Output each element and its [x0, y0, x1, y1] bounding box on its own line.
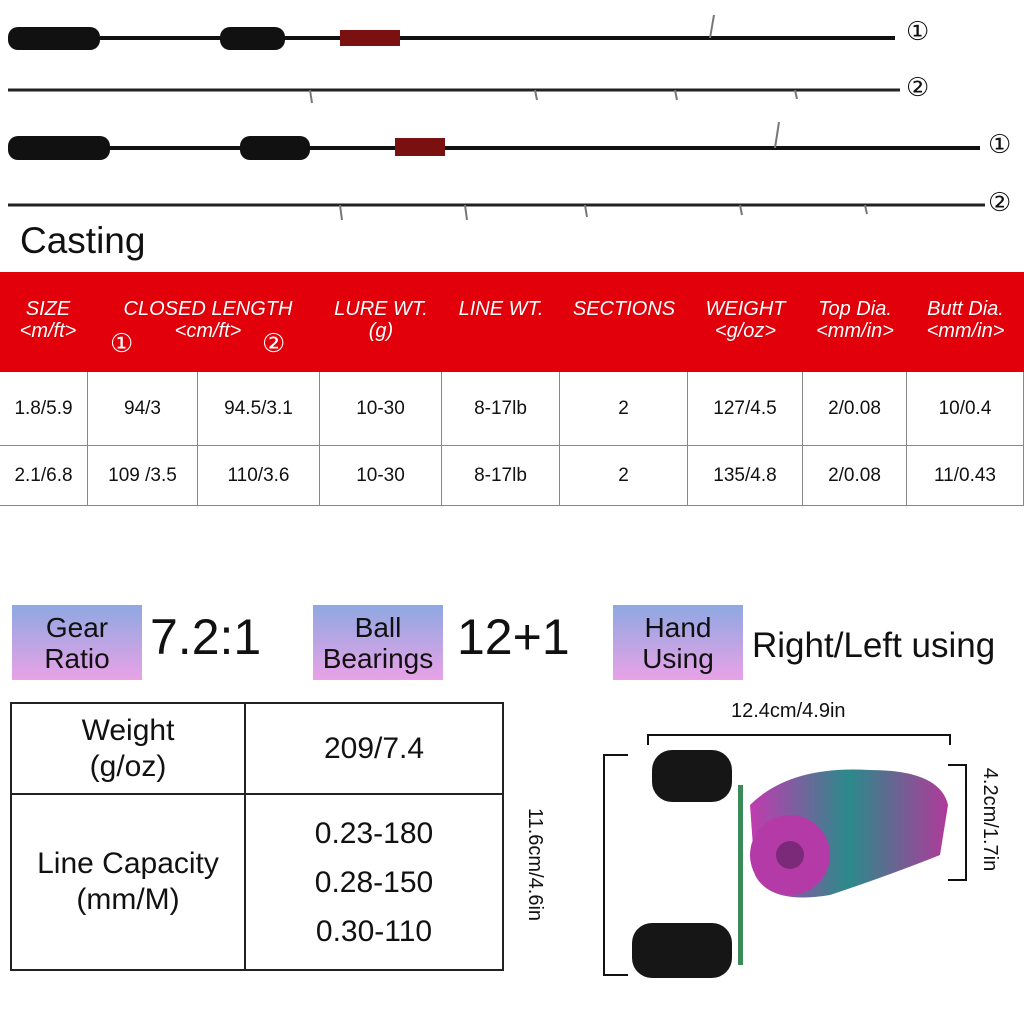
table-cell: 94/3: [88, 372, 198, 446]
header-cell: CLOSED LENGTH <cm/ft>: [96, 298, 320, 342]
label-line: (mm/M): [76, 883, 180, 916]
rod-label: ①: [988, 129, 1012, 159]
feature-label: Bearings: [322, 642, 434, 674]
table-cell: 127/4.5: [688, 372, 803, 446]
feature-label: Ball: [354, 611, 402, 643]
rod: [8, 203, 985, 221]
table-cell: 109 /3.5: [88, 446, 198, 506]
header-cell: SIZE <m/ft>: [0, 298, 96, 342]
dimension-label: 11.6cm/4.6in: [524, 807, 547, 922]
reel-illustration: [603, 734, 967, 978]
feature-badge: Hand Using: [613, 605, 743, 680]
header-cell: WEIGHT <g/oz>: [688, 298, 803, 342]
rod-label: ②: [988, 187, 1012, 217]
rod-label: ②: [906, 72, 930, 102]
header-unit: <cm/ft>: [174, 320, 242, 342]
feature-badge: Gear Ratio: [12, 605, 142, 680]
header-name: SIZE: [25, 298, 71, 320]
table-cell: 2/0.08: [803, 446, 907, 506]
table-cell: 2/0.08: [803, 372, 907, 446]
header-name: SECTIONS: [572, 298, 676, 320]
header-name: Butt Dia.: [927, 298, 1004, 320]
header-unit: <m/ft>: [19, 320, 77, 342]
header-cell: LURE WT. (g): [320, 298, 442, 342]
title: Casting: [20, 220, 146, 261]
header-name: LINE WT.: [458, 298, 544, 320]
spec-header: SIZE <m/ft> CLOSED LENGTH <cm/ft> ① ② LURE WT.…: [0, 272, 1024, 372]
feature-label: Hand: [644, 611, 712, 643]
table-cell: 2.1/6.8: [0, 446, 88, 506]
value-line: 0.30-110: [315, 914, 433, 948]
feature-label: Using: [642, 642, 714, 674]
value-line: 209/7.4: [323, 731, 425, 765]
table-cell: 10-30: [320, 446, 442, 506]
table-cell: 2: [560, 372, 688, 446]
header-sub: ①: [110, 328, 134, 358]
table-cell: 110/3.6: [198, 446, 320, 506]
rod: [8, 121, 980, 160]
header-cell: LINE WT.: [442, 298, 560, 320]
table-cell: 11/0.43: [907, 446, 1024, 506]
header-name: CLOSED LENGTH: [123, 298, 293, 320]
value-line: 0.23-180: [314, 816, 434, 850]
table-cell: 10-30: [320, 372, 442, 446]
label-line: Weight: [81, 713, 175, 747]
rod: [8, 14, 895, 50]
rods-illustration: [8, 14, 985, 221]
header-name: WEIGHT: [705, 298, 786, 320]
label-line: (g/oz): [89, 749, 167, 783]
reel-table-label: Line Capacity (mm/M): [10, 793, 246, 971]
table-cell: 8-17lb: [442, 446, 560, 506]
dimension-label: 4.2cm/1.7in: [979, 767, 1002, 872]
table-cell: 2: [560, 446, 688, 506]
dimension-label: 12.4cm/4.9in: [731, 700, 846, 722]
table-cell: 135/4.8: [688, 446, 803, 506]
header-unit: <g/oz>: [714, 320, 777, 342]
header-unit: <mm/in>: [816, 320, 894, 342]
feature-value: 7.2:1: [150, 609, 262, 665]
reel-table-label: Weight (g/oz): [10, 702, 246, 795]
value-line: 0.28-150: [314, 865, 434, 899]
feature-label: Gear: [45, 611, 109, 643]
header-unit: <mm/in>: [926, 320, 1005, 342]
reel-table-value: 209/7.4: [244, 702, 504, 795]
feature-label: Ratio: [44, 642, 110, 674]
label-line: Line Capacity: [37, 847, 219, 880]
feature-badge: Ball Bearings: [313, 605, 443, 680]
feature-value: 12+1: [457, 609, 570, 665]
header-cell: Top Dia. <mm/in>: [803, 298, 907, 342]
header-name: LURE WT.: [334, 298, 428, 320]
table-cell: 1.8/5.9: [0, 372, 88, 446]
rod-label: ①: [906, 16, 930, 46]
rod: [8, 88, 900, 104]
feature-value: Right/Left using: [752, 626, 996, 665]
header-name: Top Dia.: [818, 298, 892, 320]
header-sub: ②: [262, 328, 286, 358]
reel-table-value: 0.23-180 0.28-150 0.30-110: [244, 793, 504, 971]
header-cell: SECTIONS: [560, 298, 688, 320]
header-unit: (g): [368, 320, 394, 342]
table-cell: 10/0.4: [907, 372, 1024, 446]
table-cell: 94.5/3.1: [198, 372, 320, 446]
table-cell: 8-17lb: [442, 372, 560, 446]
header-cell: Butt Dia. <mm/in>: [907, 298, 1024, 342]
